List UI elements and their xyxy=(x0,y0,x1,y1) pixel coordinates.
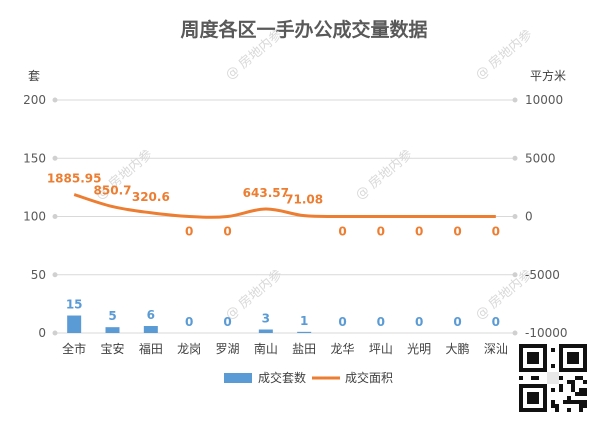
line-data-label: 1885.95 xyxy=(47,172,102,186)
grid-marker-right xyxy=(512,97,518,103)
line-data-label: 0 xyxy=(492,225,500,239)
bar-data-label: 0 xyxy=(223,315,231,329)
bar-data-label: 0 xyxy=(338,315,346,329)
grid-marker-right xyxy=(512,272,518,278)
bar-series xyxy=(67,315,312,333)
category-labels: 全市 宝安 福田 龙岗 罗湖 南山 盐田 龙华 坪山 光明 大鹏 深汕 xyxy=(62,341,508,356)
bar-data-label: 0 xyxy=(377,315,385,329)
category-label: 龙华 xyxy=(330,342,354,356)
grid-marker-right xyxy=(512,155,518,161)
legend-bar-label: 成交套数 xyxy=(258,370,306,385)
left-tick-label: 0 xyxy=(38,326,46,340)
right-tick-label: -10000 xyxy=(525,326,568,340)
category-label: 全市 xyxy=(62,341,86,356)
line-data-label: 71.08 xyxy=(285,193,323,207)
line-data-label: 850.7 xyxy=(94,184,132,198)
grid-marker-left xyxy=(52,330,58,336)
right-tick-label: 0 xyxy=(525,210,533,224)
bar xyxy=(258,329,273,333)
legend: 成交套数 成交面积 xyxy=(224,370,393,385)
line-data-label: 643.57 xyxy=(243,186,289,200)
bar-data-label: 1 xyxy=(300,314,308,328)
left-tick-label: 100 xyxy=(23,210,46,224)
grid-marker-right xyxy=(512,330,518,336)
left-axis-label: 套 xyxy=(28,69,40,83)
left-axis-ticks: 0 50 100 150 200 xyxy=(23,93,46,340)
bar xyxy=(143,326,158,333)
line-data-label: 0 xyxy=(338,225,346,239)
grid-marker-left xyxy=(52,155,58,161)
category-label: 南山 xyxy=(254,341,278,356)
bar xyxy=(105,327,120,333)
bar-data-label: 3 xyxy=(262,312,270,326)
bar xyxy=(297,331,312,333)
bar-data-label: 0 xyxy=(185,315,193,329)
bar xyxy=(67,315,82,333)
line-data-label: 320.6 xyxy=(132,190,170,204)
legend-line-label: 成交面积 xyxy=(345,370,393,385)
right-axis-ticks: -10000 -5000 0 5000 10000 xyxy=(525,93,568,340)
bar-data-label: 5 xyxy=(108,309,116,323)
bar-data-label: 0 xyxy=(415,315,423,329)
bar-data-labels: 15 5 6 0 0 3 1 0 0 0 0 0 xyxy=(66,298,500,329)
right-tick-label: -5000 xyxy=(525,268,560,282)
grid-marker-left xyxy=(52,214,58,219)
right-tick-label: 5000 xyxy=(525,151,556,165)
left-tick-label: 150 xyxy=(23,151,46,165)
bar-data-label: 0 xyxy=(453,315,461,329)
bar-data-label: 6 xyxy=(147,308,155,322)
watermarks: @ 房地内参 @ 房地内参@ 房地内参 @ 房地内参@ 房地内参 @ 房地内参 xyxy=(92,26,535,323)
category-label: 深汕 xyxy=(484,342,508,356)
right-axis-label: 平方米 xyxy=(530,68,566,83)
chart-title: 周度各区一手办公成交量数据 xyxy=(180,18,427,41)
grid-marker-right xyxy=(512,214,518,219)
category-label: 罗湖 xyxy=(215,341,239,356)
line-data-label: 0 xyxy=(453,225,461,239)
grid-marker-left xyxy=(52,272,58,278)
line-data-label: 0 xyxy=(223,225,231,239)
area-trend-line xyxy=(73,193,496,219)
qr-code-icon xyxy=(517,342,589,414)
grid-marker-left xyxy=(52,97,58,103)
left-tick-label: 200 xyxy=(23,93,46,107)
watermark-text: @ 房地内参 xyxy=(472,26,535,83)
line-data-label: 0 xyxy=(415,225,423,239)
category-label: 宝安 xyxy=(100,341,124,356)
category-label: 大鹏 xyxy=(445,342,469,356)
category-label: 福田 xyxy=(139,341,163,356)
right-tick-label: 10000 xyxy=(525,93,563,107)
line-data-label: 0 xyxy=(185,225,193,239)
legend-bar-swatch xyxy=(224,373,252,383)
watermark-text: @ 房地内参 xyxy=(352,146,415,203)
category-label: 光明 xyxy=(407,342,431,356)
left-tick-label: 50 xyxy=(31,268,46,282)
category-label: 龙岗 xyxy=(177,342,201,356)
bar-data-label: 0 xyxy=(492,315,500,329)
category-label: 坪山 xyxy=(369,342,393,356)
bar-data-label: 15 xyxy=(66,298,83,312)
line-series xyxy=(73,193,496,219)
line-data-label: 0 xyxy=(377,225,385,239)
category-label: 盐田 xyxy=(292,342,316,356)
